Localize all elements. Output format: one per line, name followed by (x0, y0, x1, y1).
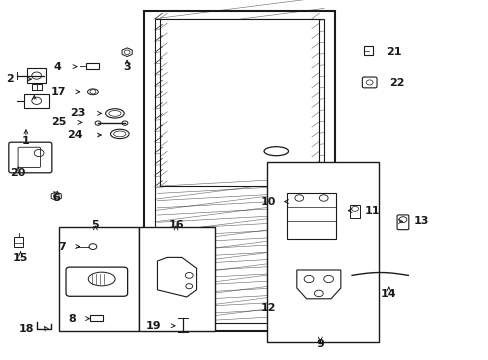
Text: 6: 6 (52, 193, 60, 203)
Bar (266, 162, 378, 342)
Text: 21: 21 (386, 47, 401, 57)
Text: 19: 19 (145, 321, 161, 331)
Text: 13: 13 (412, 216, 427, 226)
Bar (59, 227, 139, 331)
Text: 15: 15 (13, 253, 28, 263)
Text: 10: 10 (261, 197, 276, 207)
Bar (155, 19, 324, 323)
Bar (32, 84, 41, 90)
Text: 25: 25 (51, 117, 66, 127)
Text: 16: 16 (168, 220, 183, 230)
Bar (160, 19, 319, 186)
Bar (14, 237, 23, 247)
Text: 9: 9 (316, 339, 324, 349)
Text: 2: 2 (6, 74, 14, 84)
Bar (90, 315, 102, 321)
Text: 23: 23 (70, 108, 85, 118)
Text: 24: 24 (67, 130, 83, 140)
Bar (85, 63, 99, 69)
Bar (286, 193, 335, 239)
Text: 4: 4 (53, 62, 61, 72)
Text: 7: 7 (58, 242, 66, 252)
Text: 20: 20 (10, 168, 26, 178)
Bar (349, 205, 360, 218)
Text: 14: 14 (380, 289, 396, 299)
Text: 8: 8 (68, 314, 76, 324)
Text: 17: 17 (50, 87, 66, 97)
Text: 18: 18 (19, 324, 34, 334)
Bar (139, 227, 215, 331)
Text: 1: 1 (22, 136, 30, 146)
Text: 11: 11 (364, 206, 379, 216)
Text: 3: 3 (123, 62, 131, 72)
Bar (144, 11, 334, 331)
Bar (155, 19, 324, 323)
Text: 5: 5 (91, 220, 99, 230)
Text: 22: 22 (388, 78, 404, 88)
Text: 12: 12 (260, 303, 276, 313)
Bar (364, 46, 372, 55)
